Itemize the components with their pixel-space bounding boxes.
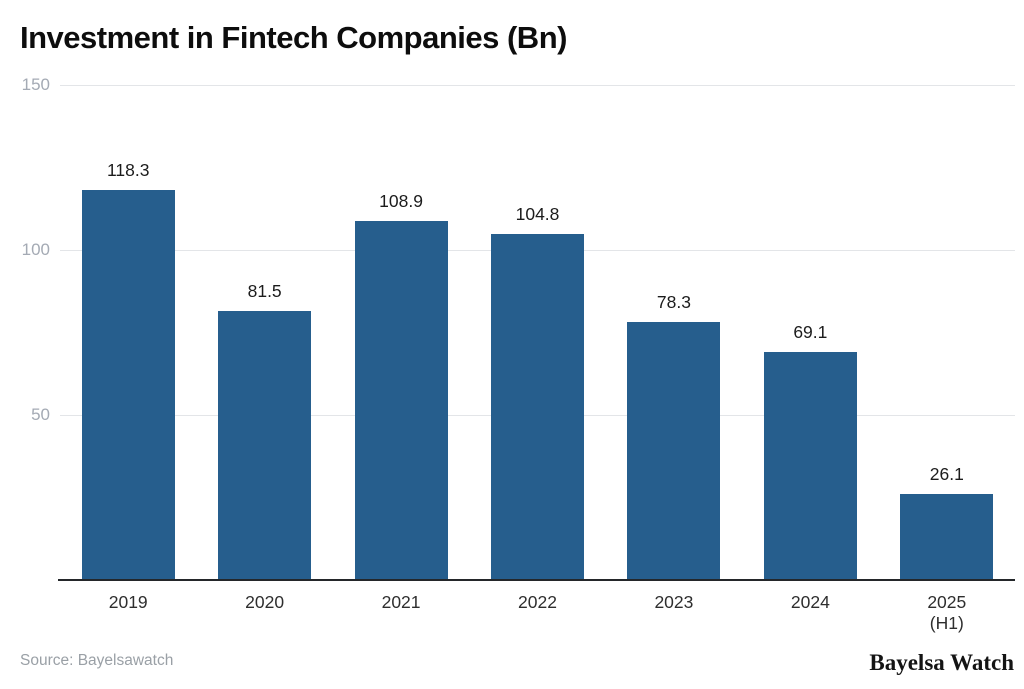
x-axis-label-2019: 2019 xyxy=(108,592,148,612)
bar-value-label-2022: 104.8 xyxy=(515,204,560,225)
bar-value-label-2024: 69.1 xyxy=(793,321,828,342)
bar-2025 (H1) xyxy=(900,493,994,580)
x-axis-line xyxy=(58,579,1015,581)
bar-value-label-2020: 81.5 xyxy=(247,281,282,302)
x-axis-label-2020: 2020 xyxy=(245,592,285,612)
y-tick-label-100: 100 xyxy=(21,240,50,259)
brand-label: Bayelsa Watch xyxy=(869,650,1014,675)
bar-value-label-2021: 108.9 xyxy=(379,190,423,211)
x-axis-label-2023: 2023 xyxy=(654,592,694,612)
source-label: Source: Bayelsawatch xyxy=(20,652,174,669)
chart-title: Investment in Fintech Companies (Bn) xyxy=(20,20,567,55)
bar-2023 xyxy=(627,321,721,580)
bar-chart-plot-area: 118.3 81.5 108.9 104.8 78.3 69.1 26.1 xyxy=(60,85,1015,580)
bar-value-label-2023: 78.3 xyxy=(656,291,691,312)
x-axis-label-2025 (H1): 2025 (H1) xyxy=(927,592,967,633)
y-tick-label-50: 50 xyxy=(31,405,50,424)
y-tick-label-150: 150 xyxy=(21,75,50,94)
gridline-150 xyxy=(60,85,1015,86)
bar-2021 xyxy=(354,220,448,580)
bar-value-label-2025 (H1): 26.1 xyxy=(929,463,964,484)
bar-2019 xyxy=(81,189,175,580)
bar-2020 xyxy=(218,311,312,580)
x-axis-label-2021: 2021 xyxy=(381,592,421,612)
bar-2022 xyxy=(491,234,584,580)
bar-value-label-2019: 118.3 xyxy=(106,159,150,180)
x-axis-label-2024: 2024 xyxy=(790,592,830,612)
bar-2024 xyxy=(763,351,857,580)
x-axis-label-2022: 2022 xyxy=(518,592,557,612)
